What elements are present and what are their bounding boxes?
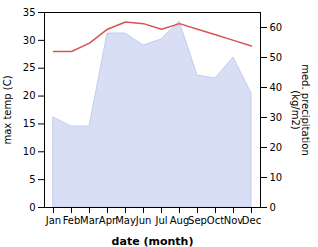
svg-text:20: 20 xyxy=(270,142,283,153)
svg-text:date (month): date (month) xyxy=(112,235,194,247)
svg-text:50: 50 xyxy=(270,52,283,63)
svg-text:30: 30 xyxy=(23,35,36,46)
svg-text:med. precipitation(kg/m2): med. precipitation(kg/m2) xyxy=(290,64,311,156)
svg-text:15: 15 xyxy=(23,118,36,129)
svg-text:Oct: Oct xyxy=(207,215,224,226)
svg-text:0: 0 xyxy=(29,202,35,213)
svg-text:35: 35 xyxy=(23,7,36,18)
svg-text:25: 25 xyxy=(23,62,36,73)
svg-text:Jun: Jun xyxy=(135,215,152,226)
svg-text:Jul: Jul xyxy=(154,215,167,226)
svg-text:max temp (C): max temp (C) xyxy=(2,75,13,144)
svg-text:40: 40 xyxy=(270,82,283,93)
svg-text:Apr: Apr xyxy=(98,214,117,226)
svg-text:Jan: Jan xyxy=(45,215,61,226)
svg-text:10: 10 xyxy=(270,172,283,183)
svg-text:Sep: Sep xyxy=(188,215,207,226)
svg-text:Nov: Nov xyxy=(224,215,244,226)
svg-text:Mar: Mar xyxy=(80,215,100,226)
svg-text:Aug: Aug xyxy=(170,215,190,226)
svg-text:5: 5 xyxy=(29,174,35,185)
svg-text:60: 60 xyxy=(270,22,283,33)
svg-text:10: 10 xyxy=(23,146,36,157)
svg-text:Dec: Dec xyxy=(242,215,261,226)
svg-text:May: May xyxy=(115,215,136,226)
svg-text:Feb: Feb xyxy=(63,215,81,226)
svg-text:20: 20 xyxy=(23,90,36,101)
svg-text:0: 0 xyxy=(270,202,276,213)
svg-text:30: 30 xyxy=(270,112,283,123)
